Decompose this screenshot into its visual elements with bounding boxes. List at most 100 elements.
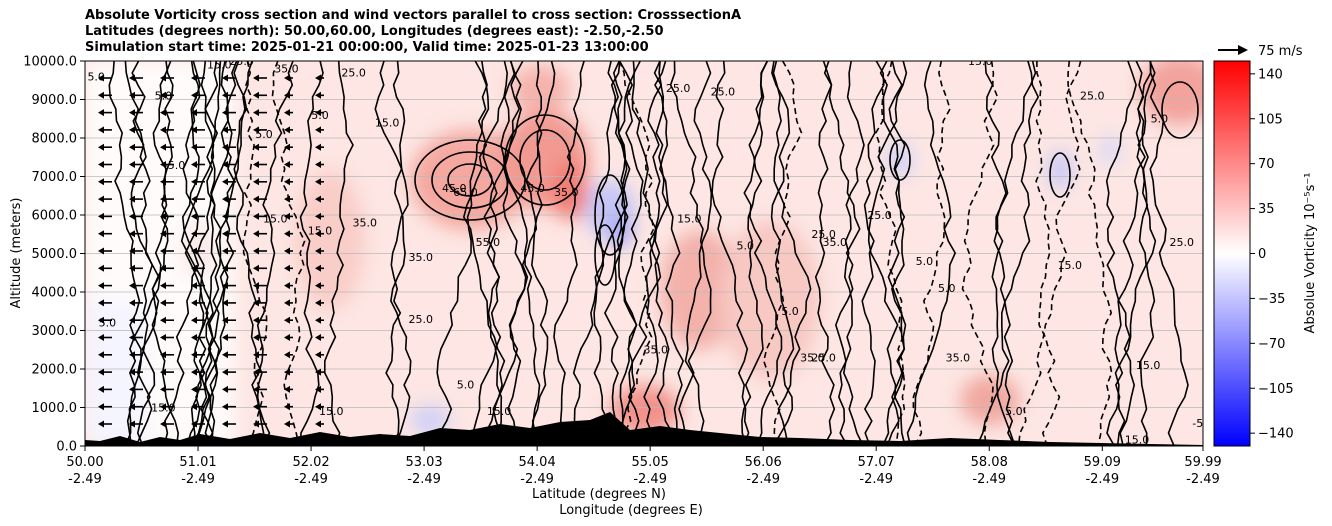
y-axis: 0.0 1000.0 2000.0 3000.0 4000.0 5000.0 6000.0 7… bbox=[23, 55, 85, 455]
contour-line bbox=[837, 61, 865, 446]
contour-label: 15.0 bbox=[375, 116, 400, 129]
wind-vector-head bbox=[160, 368, 166, 376]
wind-vector-head bbox=[253, 351, 259, 359]
contour-line bbox=[874, 61, 906, 446]
contour-line bbox=[1017, 61, 1082, 446]
contour-label: 25.0 bbox=[811, 351, 836, 364]
contour-ring bbox=[594, 224, 616, 286]
wind-vector-head bbox=[315, 351, 321, 359]
contour-line bbox=[251, 61, 294, 446]
wind-vector-head bbox=[284, 368, 290, 376]
wind-vector-head bbox=[191, 212, 197, 220]
wind-vector-head bbox=[129, 247, 135, 255]
wind-vector-head bbox=[284, 109, 290, 117]
x-tick-label-lat: 56.06 bbox=[745, 455, 782, 470]
wind-vector-head bbox=[315, 74, 321, 82]
wind-vector-head bbox=[315, 368, 321, 376]
colorbar: 140 105 70 35 0 −35 −70 −105 −140 Absolue Vortic… bbox=[1213, 60, 1318, 447]
wind-vector-head bbox=[284, 195, 290, 203]
contour-line bbox=[879, 61, 907, 446]
wind-vector-head bbox=[98, 385, 104, 393]
wind-vector-head bbox=[129, 109, 135, 117]
contour-label: 35.0 bbox=[554, 186, 579, 199]
wind-vector-head bbox=[191, 126, 197, 134]
contour-line bbox=[991, 61, 1037, 446]
colorbar-tick-label: −35 bbox=[1258, 292, 1285, 307]
colorbar-tick-label: 35 bbox=[1258, 202, 1275, 217]
contour-line bbox=[436, 61, 490, 446]
wind-vector-head bbox=[191, 385, 197, 393]
x-axis-label-longitude: Longitude (degrees E) bbox=[559, 503, 703, 518]
wind-vector-head bbox=[222, 247, 228, 255]
wind-vector-head bbox=[98, 161, 104, 168]
contour-label: -5.0 bbox=[164, 159, 185, 172]
wind-vector-head bbox=[284, 351, 290, 359]
contour-line bbox=[131, 61, 160, 446]
wind-vector-head bbox=[253, 161, 259, 168]
contour-line bbox=[867, 61, 908, 446]
y-tick-label: 9000.0 bbox=[32, 93, 78, 108]
contour-ring bbox=[447, 163, 493, 197]
y-tick-label: 3000.0 bbox=[32, 324, 78, 339]
contour-label: 15.0 bbox=[308, 224, 333, 237]
contour-line bbox=[711, 61, 750, 446]
y-tick-label: 7000.0 bbox=[32, 170, 78, 185]
wind-vector-head bbox=[129, 126, 135, 134]
wind-vector-head bbox=[253, 264, 259, 272]
wind-vector-head bbox=[284, 264, 290, 272]
wind-vector-head bbox=[284, 126, 290, 134]
wind-vector-head bbox=[315, 143, 321, 151]
contour-line bbox=[1135, 61, 1157, 446]
contour-line bbox=[233, 61, 271, 446]
y-tick-label: 5000.0 bbox=[32, 247, 78, 262]
wind-vector-head bbox=[129, 316, 135, 324]
contour-label: 55.0 bbox=[476, 236, 501, 249]
colorbar-tick-label: 105 bbox=[1258, 112, 1283, 127]
contour-label: 5.0 bbox=[916, 255, 934, 268]
wind-vector-head bbox=[98, 195, 104, 203]
wind-vector-head bbox=[315, 126, 321, 134]
x-tick-label-lon: -2.49 bbox=[972, 472, 1006, 487]
contour-ring bbox=[414, 139, 526, 221]
wind-vector-head bbox=[253, 368, 259, 376]
wind-vector-head bbox=[98, 74, 104, 82]
contour-line bbox=[643, 61, 663, 446]
wind-vector-head bbox=[160, 316, 166, 324]
wind-vector-head bbox=[129, 230, 135, 238]
contour-label: 5.0 bbox=[99, 317, 117, 330]
colorbar-tick-label: 140 bbox=[1258, 67, 1283, 82]
colorbar-tick-label: −140 bbox=[1258, 427, 1294, 442]
wind-vector-head bbox=[222, 74, 228, 82]
wind-vector-head bbox=[253, 74, 259, 82]
wind-vector-head bbox=[160, 126, 166, 134]
wind-vector-head bbox=[315, 316, 321, 324]
x-tick-label-lon: -2.49 bbox=[294, 472, 328, 487]
contour-line bbox=[502, 61, 527, 446]
wind-vector-head bbox=[284, 316, 290, 324]
wind-vector-head bbox=[284, 161, 290, 168]
wind-vector-head bbox=[129, 264, 135, 272]
contour-line bbox=[653, 61, 685, 446]
wind-vector-head bbox=[98, 420, 104, 428]
wind-vector-head bbox=[98, 91, 104, 99]
wind-vector-head bbox=[222, 212, 228, 220]
x-axis: 50.00 -2.49 51.01 -2.49 52.02 -2.49 53.03 -2.49… bbox=[66, 446, 1222, 487]
wind-vector-head bbox=[222, 195, 228, 203]
wind-vector-head bbox=[191, 334, 197, 341]
wind-vector-head bbox=[253, 282, 259, 290]
contour-line bbox=[743, 61, 783, 446]
contour-line bbox=[204, 61, 238, 446]
contour-label: 25.0 bbox=[229, 55, 254, 68]
contour-label: 15.0 bbox=[263, 213, 288, 226]
wind-vector-head bbox=[222, 420, 228, 428]
wind-vector-head bbox=[98, 178, 104, 186]
wind-vector-head bbox=[222, 143, 228, 151]
colorbar-tick-label: −70 bbox=[1258, 337, 1285, 352]
x-tick-label-lon: -2.49 bbox=[520, 472, 554, 487]
wind-vector-head bbox=[191, 143, 197, 151]
contour-line bbox=[553, 61, 585, 446]
wind-vector-head bbox=[98, 316, 104, 324]
contour-label: 5.0 bbox=[781, 305, 799, 318]
contour-line bbox=[480, 61, 543, 446]
x-tick-label-lat: 51.01 bbox=[179, 455, 216, 470]
